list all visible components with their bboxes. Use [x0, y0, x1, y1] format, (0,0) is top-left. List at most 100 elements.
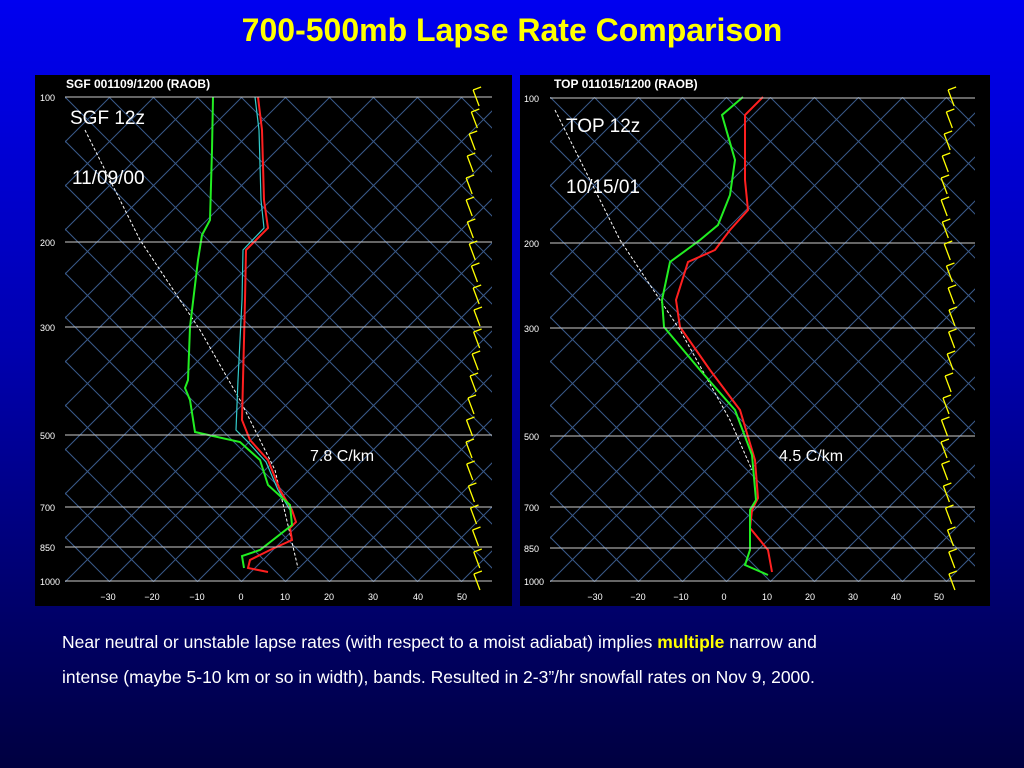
wind-barb: [468, 130, 478, 135]
wind-barb: [472, 89, 480, 107]
wind-barb: [465, 177, 473, 195]
wind-barb: [948, 570, 958, 575]
lapse-rate-label: 7.8 C/km: [310, 448, 374, 465]
wind-barb: [944, 240, 953, 245]
wind-barb: [945, 111, 953, 129]
adiabat-line: [550, 272, 860, 582]
temperature-label: 0: [238, 592, 243, 602]
wind-barb: [947, 284, 957, 289]
temperature-trace: [674, 96, 773, 573]
wind-barb: [468, 243, 476, 261]
pressure-label: 300: [524, 324, 539, 334]
wind-barb: [943, 482, 952, 487]
wind-barb: [945, 504, 954, 509]
adiabat-line: [65, 228, 419, 582]
isotherm: [284, 374, 492, 582]
wind-barb: [940, 441, 948, 459]
adiabat-line: [989, 97, 1024, 582]
panel-background: [35, 75, 512, 606]
wind-barb: [946, 529, 955, 547]
slide-title: 700-500mb Lapse Rate Comparison: [241, 12, 783, 48]
wind-barb: [471, 350, 481, 355]
wind-barb: [948, 551, 956, 569]
isotherm: [550, 97, 772, 319]
wind-barb: [947, 287, 955, 305]
wind-barb: [942, 218, 951, 223]
temperature-label: −10: [189, 592, 204, 602]
dewpoint-trace: [660, 96, 769, 576]
wind-barb: [472, 86, 482, 91]
adiabat-line: [152, 97, 492, 437]
adiabat-line: [550, 448, 684, 582]
wind-barb: [470, 111, 478, 129]
adiabat-line: [65, 316, 331, 582]
wind-barb: [467, 218, 476, 223]
wind-barb: [469, 372, 479, 377]
wind-barb: [465, 438, 475, 443]
diagram-grid: [550, 97, 1024, 582]
adiabat-line: [65, 404, 243, 582]
wind-barb: [472, 284, 482, 289]
wind-barb: [948, 306, 958, 311]
wind-barb: [471, 262, 480, 267]
isotherm: [372, 462, 492, 582]
wind-barb: [946, 353, 954, 371]
wind-barb: [467, 397, 475, 415]
adiabat-line: [240, 97, 492, 349]
wind-barb: [471, 529, 480, 547]
wind-barb: [471, 108, 480, 113]
wind-barb: [943, 243, 951, 261]
isotherm: [0, 97, 22, 582]
isotherm: [989, 97, 1024, 582]
caption-line: Near neutral or unstable lapse rates (wi…: [62, 632, 817, 653]
temperature-label: 50: [457, 592, 467, 602]
pressure-label: 1000: [524, 577, 544, 587]
wind-barb: [941, 460, 950, 465]
adiabat-line: [857, 97, 975, 215]
isotherm: [813, 420, 975, 582]
wind-barb: [473, 570, 483, 575]
wind-barb: [946, 262, 955, 267]
wind-barb: [940, 177, 948, 195]
adiabat-line: [65, 448, 199, 582]
pressure-label: 500: [524, 432, 539, 442]
wind-barb: [466, 155, 474, 173]
wind-barb: [944, 507, 953, 525]
wind-barb: [467, 485, 475, 503]
adiabat-line: [328, 97, 492, 261]
temperature-label: 50: [934, 592, 944, 602]
adiabat-line: [681, 97, 975, 391]
adiabat-line: [65, 492, 155, 582]
isotherm: [328, 418, 492, 582]
lapse-rate-label: 4.5 C/km: [779, 448, 843, 465]
temperature-label: −20: [630, 592, 645, 602]
wind-barb: [473, 331, 481, 349]
adiabat-line: [372, 97, 492, 217]
adiabat-line: [769, 97, 975, 303]
wind-barb: [948, 573, 956, 591]
wind-barb: [948, 548, 958, 553]
adiabat-line: [65, 97, 492, 525]
adiabat-line: [0, 97, 22, 582]
caption-line: intense (maybe 5-10 km or so in width), …: [62, 667, 815, 687]
wind-barb: [946, 350, 956, 355]
pressure-label: 1000: [40, 577, 60, 587]
adiabat-line: [108, 97, 492, 481]
wind-barb: [465, 419, 474, 437]
adiabat-line: [550, 360, 772, 582]
pressure-label: 500: [40, 431, 55, 441]
wind-barb: [466, 221, 474, 239]
pressure-label: 850: [524, 544, 539, 554]
wind-barb: [948, 309, 956, 327]
temperature-label: −30: [587, 592, 602, 602]
adiabat-line: [550, 184, 948, 582]
caption-emphasis: multiple: [657, 632, 725, 652]
isotherm: [65, 97, 243, 275]
wind-barb: [465, 441, 473, 459]
isotherm: [990, 97, 1024, 582]
isotherm: [769, 376, 975, 582]
adiabat-line: [550, 316, 816, 582]
adiabat-line: [725, 97, 975, 347]
